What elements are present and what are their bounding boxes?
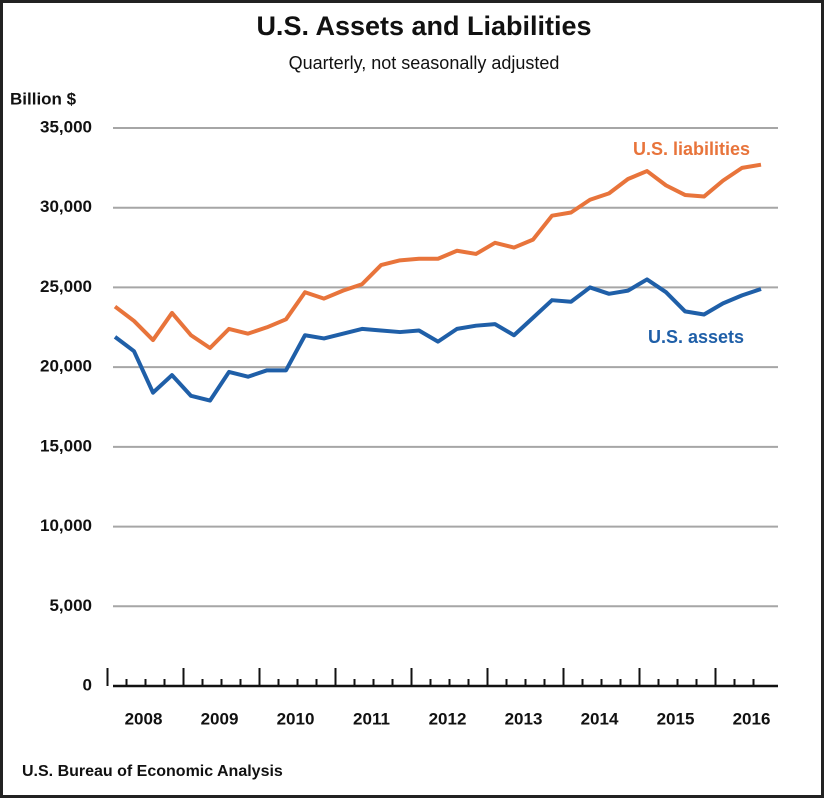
x-tick-label: 2013 (505, 709, 543, 728)
series-label: U.S. liabilities (633, 139, 750, 159)
x-tick-label: 2015 (657, 709, 695, 728)
y-tick-label: 0 (83, 675, 92, 694)
x-tick-label: 2009 (201, 709, 239, 728)
x-tick-label: 2016 (733, 709, 771, 728)
chart-subtitle: Quarterly, not seasonally adjusted (289, 53, 560, 73)
series-line (113, 277, 762, 403)
series-line (113, 162, 762, 351)
x-tick-label: 2014 (581, 709, 619, 728)
x-tick-label: 2011 (353, 709, 390, 728)
chart-title: U.S. Assets and Liabilities (256, 11, 591, 41)
x-tick-label: 2010 (277, 709, 315, 728)
y-tick-label: 5,000 (49, 596, 92, 615)
y-axis-label: Billion $ (10, 89, 77, 108)
y-tick-label: 25,000 (40, 277, 92, 296)
y-tick-label: 15,000 (40, 436, 92, 455)
y-tick-label: 10,000 (40, 516, 92, 535)
x-tick-label: 2008 (125, 709, 163, 728)
y-tick-label: 20,000 (40, 357, 92, 376)
y-tick-label: 35,000 (40, 117, 92, 136)
x-tick-label: 2012 (429, 709, 467, 728)
source: U.S. Bureau of Economic Analysis (22, 763, 283, 780)
series-label: U.S. assets (648, 327, 744, 347)
y-tick-label: 30,000 (40, 197, 92, 216)
